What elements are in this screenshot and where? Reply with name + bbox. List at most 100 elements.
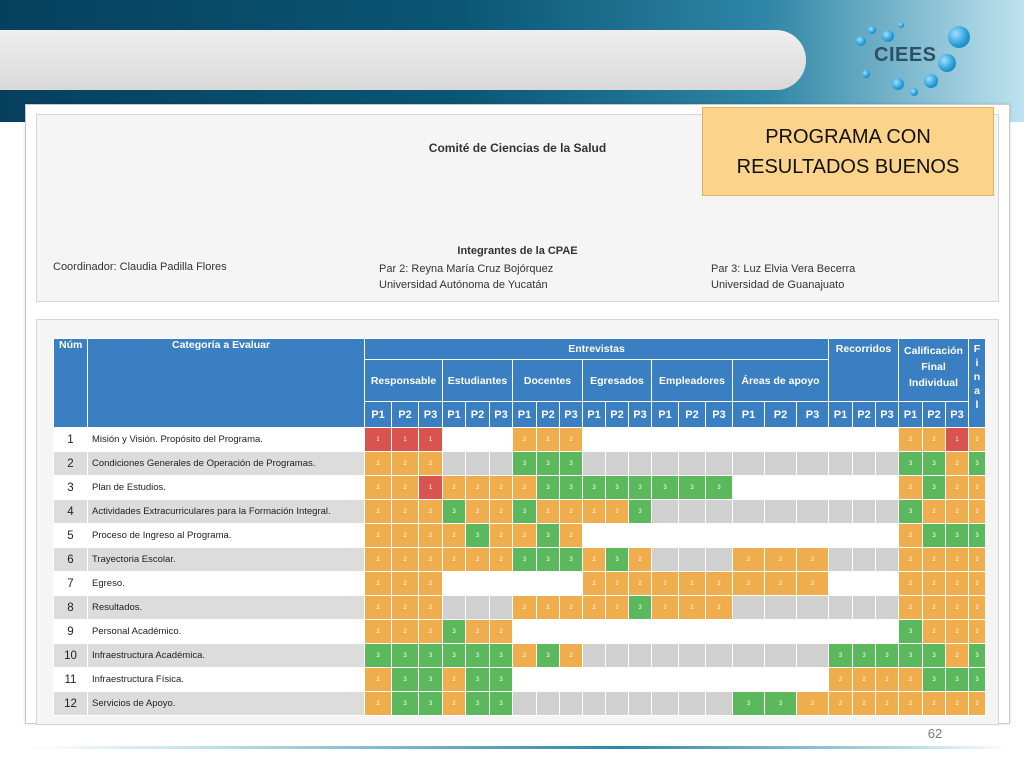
score-cell: 2 <box>418 499 443 524</box>
score-cell: 3 <box>465 667 490 692</box>
evaluation-table: Núm Categoría a Evaluar Entrevistas Reco… <box>53 338 986 716</box>
score-cell: 2 <box>732 571 765 596</box>
score-cell: 3 <box>364 643 392 668</box>
score-cell: 2 <box>391 619 419 644</box>
score-cell: 2 <box>442 547 466 572</box>
empty-cell <box>828 571 853 596</box>
score-cell: 2 <box>678 571 706 596</box>
score-cell: 3 <box>489 667 513 692</box>
empty-cell <box>442 427 466 452</box>
score-cell: 3 <box>678 475 706 500</box>
empty-cell <box>796 667 829 692</box>
score-cell: 3 <box>628 475 652 500</box>
empty-cell <box>875 547 899 572</box>
score-cell: 3 <box>968 643 986 668</box>
ciees-logo: CIEES <box>848 18 978 98</box>
table-row: 3 Plan de Estudios. 2 2 1 2 2 2 2 3 3 3 3 3 3 3 3 2 3 2 2 <box>53 475 986 500</box>
score-cell: 2 <box>536 499 560 524</box>
score-cell: 2 <box>442 691 466 716</box>
score-cell: 2 <box>536 595 560 620</box>
row-number: 10 <box>53 643 88 668</box>
row-number: 9 <box>53 619 88 644</box>
table-row: 7 Egreso. 2 2 2 2 2 2 2 2 2 2 2 2 2 2 2 2 <box>53 571 986 596</box>
score-cell: 3 <box>875 643 899 668</box>
row-category: Servicios de Apoyo. <box>87 691 365 716</box>
row-number: 12 <box>53 691 88 716</box>
score-cell: 2 <box>364 499 392 524</box>
empty-cell <box>852 571 876 596</box>
p-header: P1 <box>651 401 679 428</box>
score-cell: 2 <box>945 643 969 668</box>
col-header-category: Categoría a Evaluar <box>87 338 365 428</box>
empty-cell <box>828 595 853 620</box>
empty-cell <box>651 667 679 692</box>
score-cell: 3 <box>922 523 946 548</box>
score-cell: 3 <box>465 523 490 548</box>
par2-block: Par 2: Reyna María Cruz Bojórquez Univer… <box>379 261 553 293</box>
empty-cell <box>605 427 629 452</box>
empty-cell <box>559 619 583 644</box>
score-cell: 2 <box>418 571 443 596</box>
empty-cell <box>651 499 679 524</box>
score-cell: 3 <box>628 595 652 620</box>
score-cell: 2 <box>764 571 797 596</box>
empty-cell <box>465 595 490 620</box>
empty-cell <box>852 523 876 548</box>
empty-cell <box>651 691 679 716</box>
empty-cell <box>442 451 466 476</box>
score-cell: 2 <box>418 619 443 644</box>
empty-cell <box>852 619 876 644</box>
empty-cell <box>764 451 797 476</box>
score-cell: 2 <box>442 475 466 500</box>
empty-cell <box>605 691 629 716</box>
final-letter: n <box>973 371 981 383</box>
empty-cell <box>764 595 797 620</box>
score-cell: 2 <box>364 571 392 596</box>
score-cell: 2 <box>852 667 876 692</box>
score-cell: 2 <box>391 595 419 620</box>
p-header: P1 <box>512 401 537 428</box>
score-cell: 3 <box>922 451 946 476</box>
empty-cell <box>764 523 797 548</box>
score-cell: 2 <box>582 499 606 524</box>
empty-cell <box>536 691 560 716</box>
table-row: 10 Infraestructura Académica. 3 3 3 3 3 3 2 3 2 3 3 3… <box>53 643 986 668</box>
score-cell: 1 <box>418 475 443 500</box>
row-number: 7 <box>53 571 88 596</box>
empty-cell <box>796 427 829 452</box>
empty-cell <box>705 523 733 548</box>
empty-cell <box>465 427 490 452</box>
score-cell: 3 <box>968 667 986 692</box>
p-header: P1 <box>898 401 923 428</box>
score-cell: 2 <box>898 667 923 692</box>
final-line-1: Calificación <box>904 345 963 357</box>
score-cell: 3 <box>898 619 923 644</box>
empty-cell <box>875 523 899 548</box>
score-cell: 2 <box>489 547 513 572</box>
score-cell: 2 <box>418 451 443 476</box>
empty-cell <box>678 427 706 452</box>
p-header: P3 <box>945 401 969 428</box>
empty-cell <box>605 619 629 644</box>
score-cell: 3 <box>465 691 490 716</box>
score-cell: 2 <box>922 571 946 596</box>
score-cell: 3 <box>922 643 946 668</box>
p-header: P2 <box>605 401 629 428</box>
row-number: 5 <box>53 523 88 548</box>
empty-cell <box>628 523 652 548</box>
col-header-final-individual: Calificación Final Individual <box>898 338 969 402</box>
coordinator: Coordinador: Claudia Padilla Flores <box>53 261 227 273</box>
row-category: Trayectoria Escolar. <box>87 547 365 572</box>
row-number: 8 <box>53 595 88 620</box>
p-header: P1 <box>732 401 765 428</box>
col-header-tours: Recorridos <box>828 338 899 402</box>
score-cell: 3 <box>628 499 652 524</box>
par2-name: Par 2: Reyna María Cruz Bojórquez <box>379 263 554 275</box>
score-cell: 2 <box>922 691 946 716</box>
score-cell: 2 <box>605 499 629 524</box>
score-cell: 2 <box>945 547 969 572</box>
empty-cell <box>489 427 513 452</box>
empty-cell <box>678 691 706 716</box>
table-row: 4 Actividades Extracurriculares para la F… <box>53 499 986 524</box>
score-cell: 1 <box>391 427 419 452</box>
